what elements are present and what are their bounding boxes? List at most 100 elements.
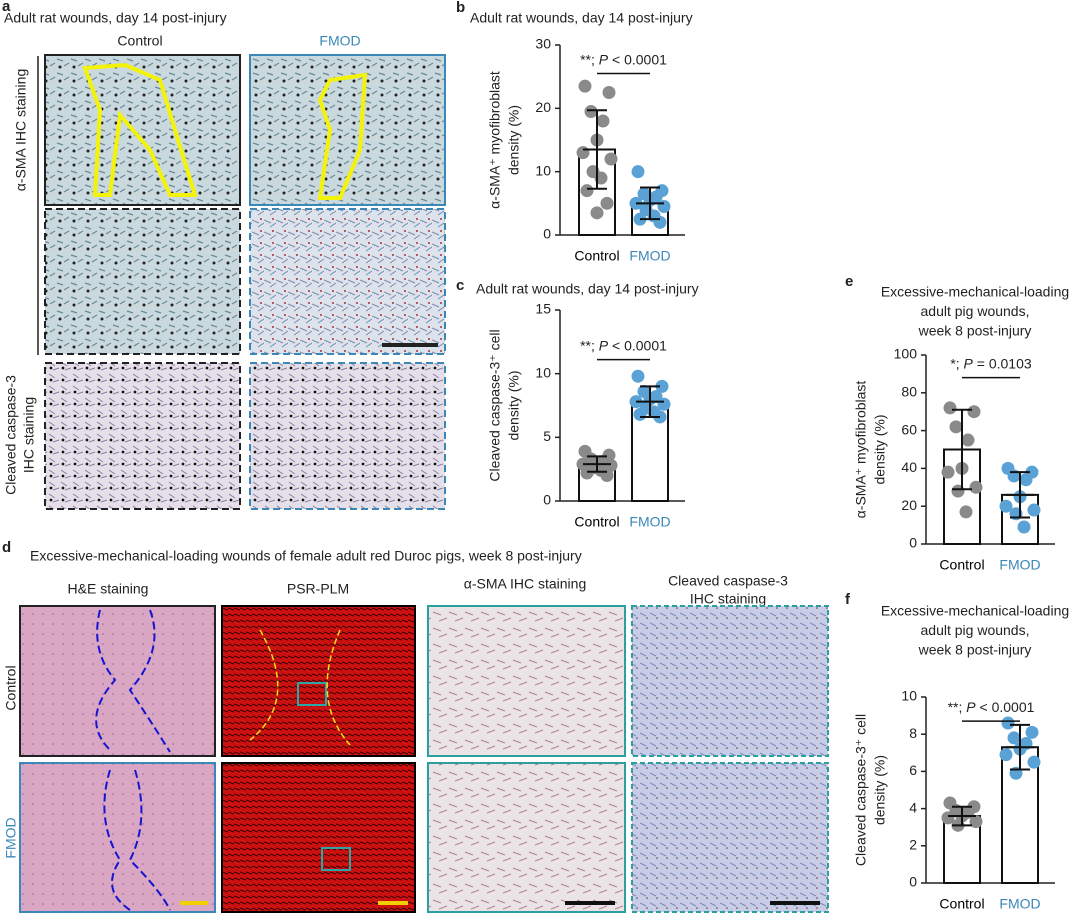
column-label: PSR-PLM [287,581,349,597]
annotation-part: < 0.0001 [976,699,1035,715]
micrographs-a [44,54,446,510]
error-bar [1006,471,1034,519]
y-tick-label: 4 [909,799,917,815]
data-point [999,748,1013,762]
y-tick-label: 80 [901,384,917,400]
x-tick-label: Control [574,248,619,264]
panel-letter: a [2,0,11,15]
data-point [1027,755,1041,769]
data-point [1007,731,1021,745]
y-axis-label: density (%) [872,755,888,825]
x-tick-label: Control [574,514,619,530]
annotation-part: P [599,51,609,67]
data-point [1019,473,1033,487]
chart-title: adult pig wounds, [921,622,1030,638]
y-tick-label: 0 [543,226,551,242]
y-tick-label: 10 [901,688,917,704]
column-label: Cleaved caspase-3 [668,573,788,589]
panel-title: Adult rat wounds, day 14 post-injury [4,10,227,26]
micrographs-d [19,605,829,913]
panel-letter: b [456,0,465,16]
annotation-part: **; [580,51,599,67]
column-label: Control [117,33,162,49]
x-tick-label: Control [939,896,984,912]
chart-title: Adult rat wounds, day 14 post-injury [476,281,699,297]
data-point [602,86,616,99]
row-label: Control [3,665,19,710]
panel-title: Excessive-mechanical-loading wounds of f… [30,548,582,564]
data-point [1027,503,1041,517]
data-point [941,465,955,479]
y-axis-label: density (%) [506,105,522,175]
error-bar [583,455,611,473]
error-bar [636,186,664,221]
y-tick-label: 30 [535,36,551,52]
y-axis-label: density (%) [872,414,888,484]
x-tick-label: FMOD [629,514,670,530]
y-axis-label: α-SMA⁺ myofibroblast [487,71,503,209]
y-axis-label: Cleaved caspase-3⁺ cell [853,714,869,866]
data-point [584,105,598,118]
y-tick-label: 0 [543,492,551,508]
panel-letter: d [2,539,11,556]
annotation-part: P [599,337,609,353]
panel-letter: c [456,277,464,294]
chart-title: Adult rat wounds, day 14 post-injury [470,10,693,26]
chart-title: week 8 post-injury [918,323,1032,339]
y-tick-label: 20 [901,497,917,513]
x-tick-label: FMOD [999,896,1040,912]
data-point [943,401,957,415]
row-label: Cleaved caspase-3 [3,375,19,495]
column-label: α-SMA IHC staining [464,576,586,592]
error-bar [636,385,664,418]
y-axis-label: α-SMA⁺ myofibroblast [853,381,869,519]
data-point [576,146,590,160]
row-label: FMOD [3,817,19,858]
data-point [600,196,614,210]
y-tick-label: 2 [909,837,917,853]
y-tick-label: 0 [909,535,917,551]
chart-title: Excessive-mechanical-loading [881,284,1069,300]
data-point [596,114,610,128]
column-label: FMOD [319,33,360,49]
data-point [941,811,955,825]
data-point [1017,520,1031,534]
column-label: H&E staining [68,581,149,597]
data-point [655,379,669,393]
x-tick-label: Control [939,557,984,573]
y-tick-label: 8 [909,725,917,741]
y-tick-label: 20 [535,99,551,115]
data-point [1025,725,1039,739]
y-tick-label: 6 [909,762,917,778]
data-point [604,458,618,472]
data-point [969,480,983,494]
x-tick-label: FMOD [999,557,1040,573]
row-label: IHC staining [21,397,37,473]
panel-letter: e [845,273,853,290]
y-tick-label: 40 [901,459,917,475]
data-point [631,369,645,383]
data-point [949,420,963,434]
data-point [590,206,604,220]
data-point [657,200,671,213]
y-tick-label: 5 [543,428,551,444]
y-tick-label: 10 [535,162,551,178]
chart-title: week 8 post-injury [918,642,1032,658]
annotation-part: < 0.0001 [608,337,667,353]
y-axis-label: density (%) [506,370,522,440]
data-point [633,407,647,421]
error-bar [583,109,611,190]
chart-title: adult pig wounds, [921,303,1030,319]
y-tick-label: 60 [901,421,917,437]
chart-title: Excessive-mechanical-loading [881,603,1069,619]
y-tick-label: 15 [535,301,551,317]
annotation: **; P < 0.0001 [580,337,667,353]
annotation-part: *; [950,355,963,371]
data-point [580,466,594,480]
annotation-part: **; [580,337,599,353]
data-point [999,499,1013,513]
annotation-part: **; [948,699,967,715]
data-point [653,215,667,229]
data-point [959,505,973,519]
y-tick-label: 100 [894,346,918,362]
